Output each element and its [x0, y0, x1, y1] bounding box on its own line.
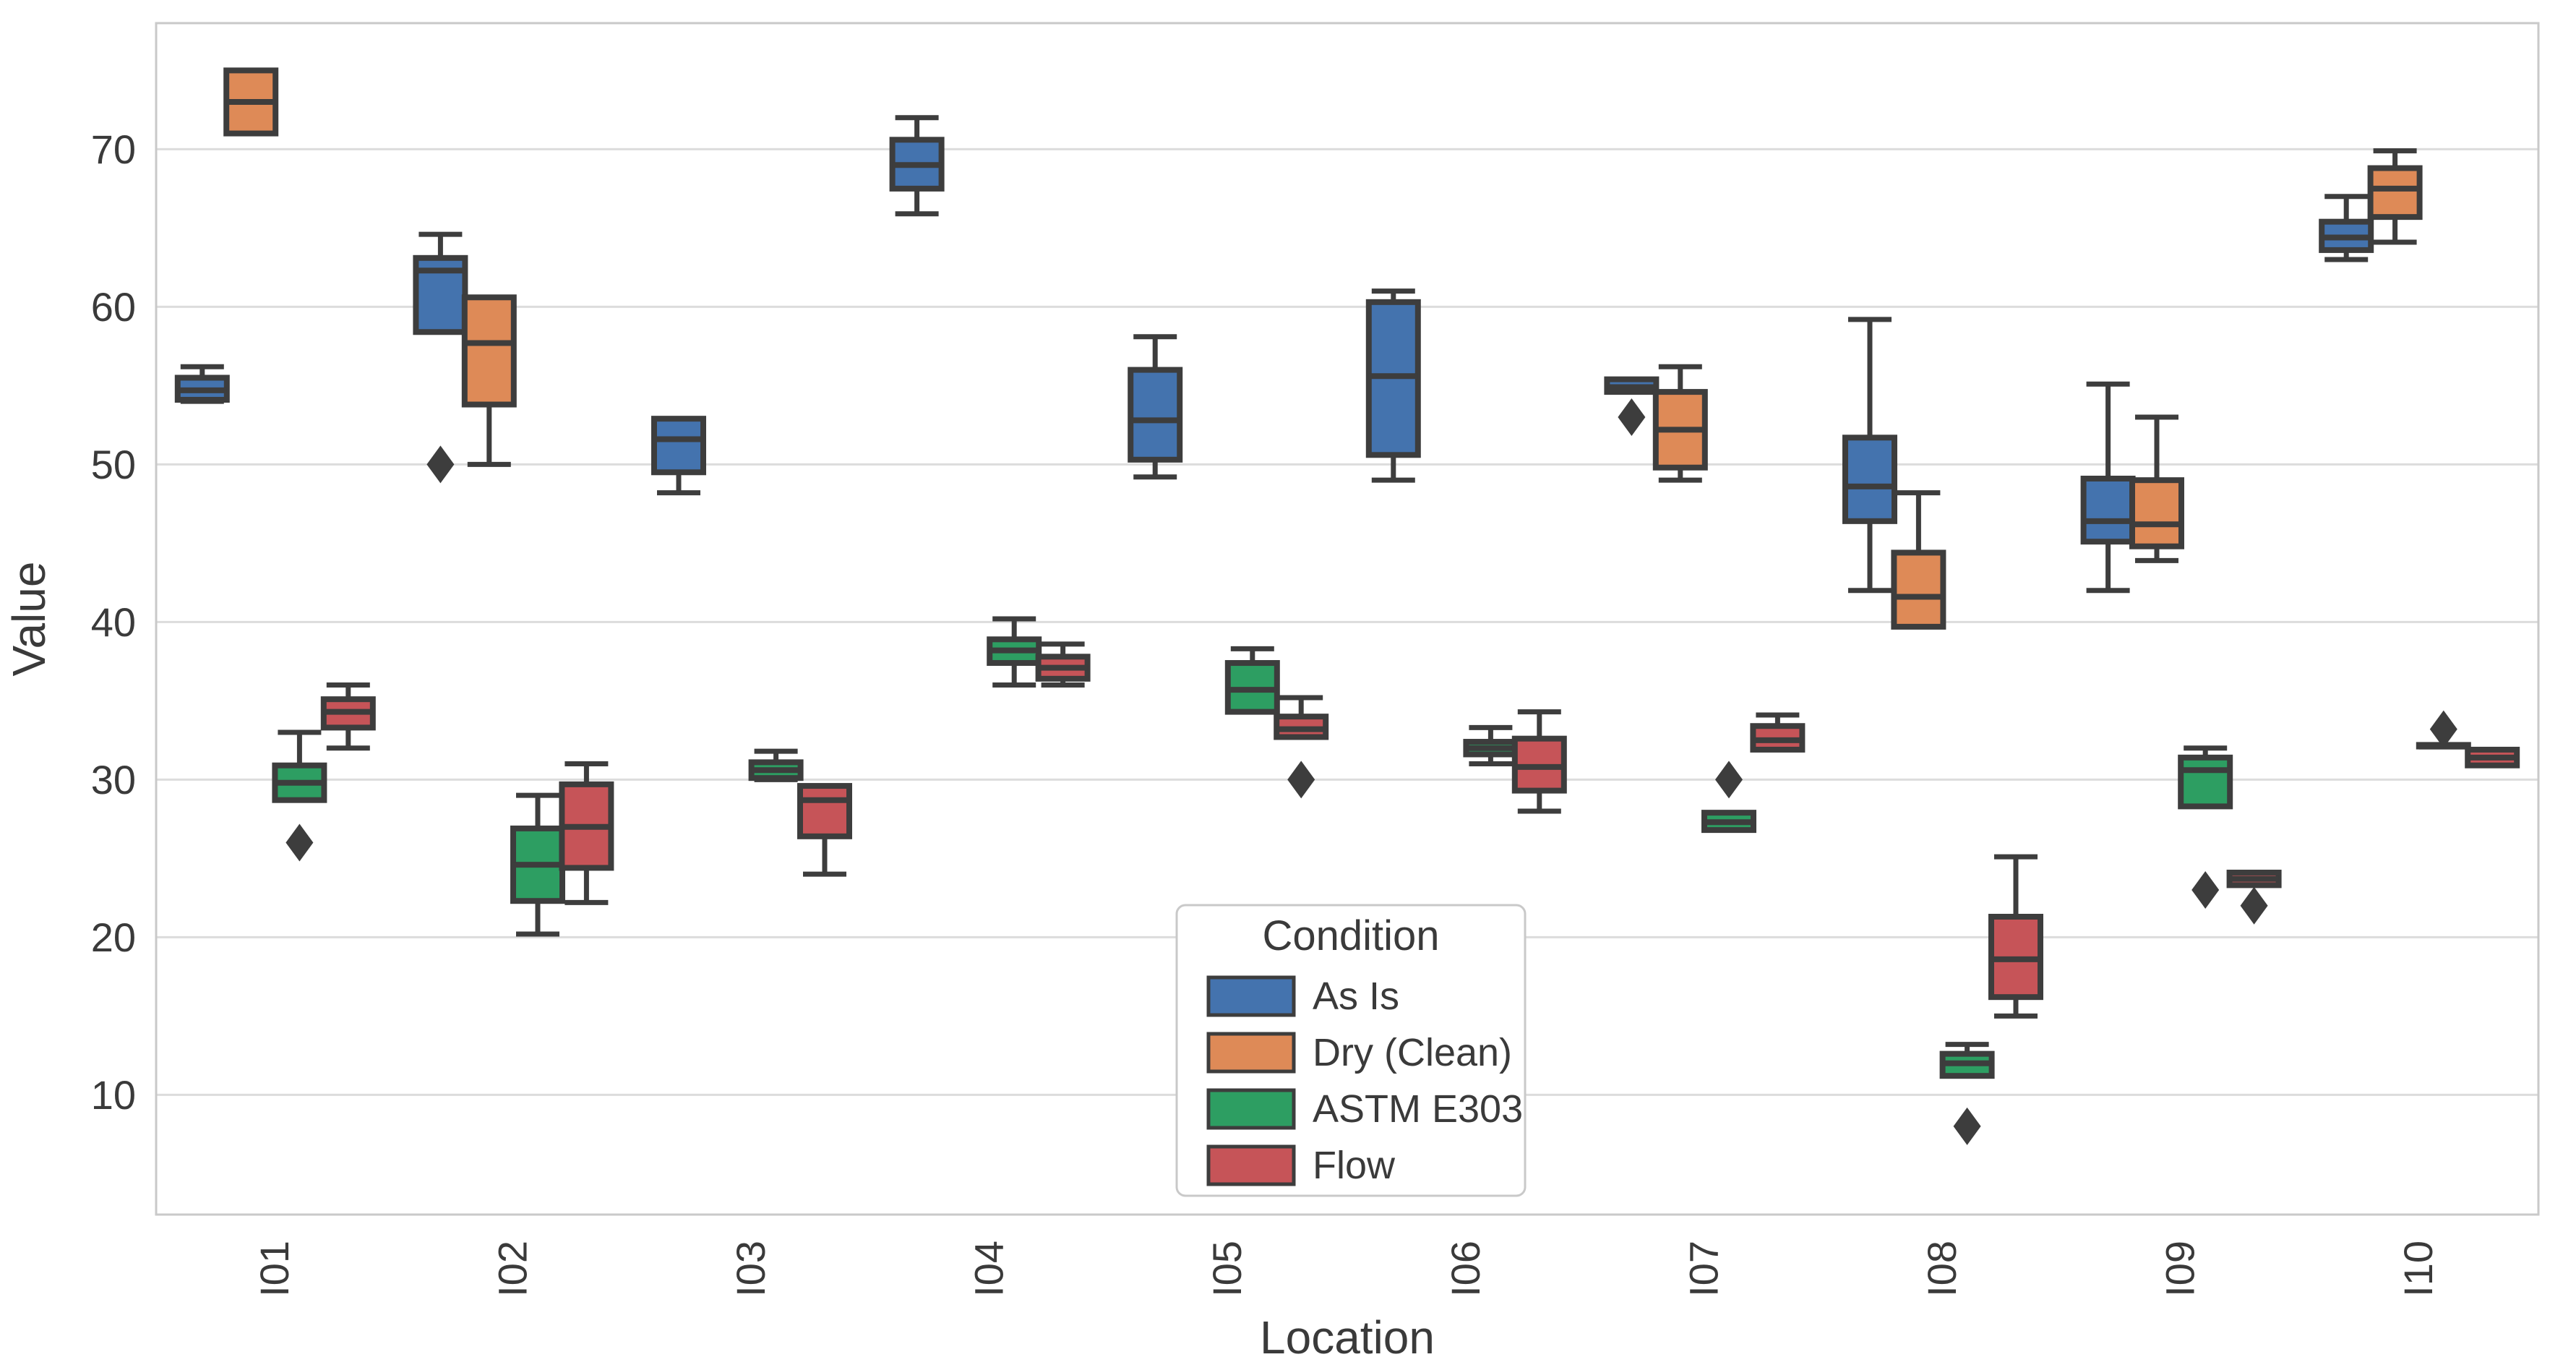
box-I02-as-is [413, 231, 468, 484]
box-I07-astm-e303 [1701, 761, 1756, 834]
legend-label-3: ASTM E303 [1313, 1087, 1523, 1131]
box-I04-flow [1035, 641, 1091, 688]
plot-border [155, 22, 2540, 1216]
outlier-diamond [2191, 870, 2220, 909]
box-I02-flow [559, 761, 614, 905]
x-tick-label-I08: I08 [1919, 1241, 1965, 1297]
iqr-box [797, 783, 852, 839]
x-tick-label-I06: I06 [1443, 1241, 1488, 1297]
iqr-box [2178, 754, 2233, 810]
outlier-diamond [1618, 398, 1646, 436]
outlier-diamond [2240, 886, 2268, 925]
legend-swatch-3 [1206, 1088, 1296, 1130]
iqr-box [1891, 549, 1946, 630]
series-astm-e303 [272, 616, 2471, 1145]
iqr-box [2129, 477, 2184, 549]
iqr-box [1842, 434, 1897, 524]
legend-label-4: Flow [1313, 1144, 1396, 1187]
x-tick-label-I01: I01 [252, 1241, 297, 1297]
box-I03-as-is [651, 416, 706, 496]
legend: Condition As Is Dry (Clean) ASTM E303 Flow [1175, 904, 1527, 1197]
box-I09-astm-e303 [2178, 745, 2233, 909]
series-flow [320, 641, 2520, 1019]
x-tick-label-I09: I09 [2158, 1241, 2203, 1297]
x-tick-label-I04: I04 [966, 1241, 1012, 1297]
outlier-diamond [285, 823, 314, 862]
y-tick-label-70: 70 [91, 127, 136, 172]
iqr-box [651, 416, 706, 476]
box-I06-flow [1511, 709, 1567, 814]
legend-swatch-2 [1206, 1032, 1296, 1074]
outlier-diamond [1287, 761, 1315, 799]
box-I10-astm-e303 [2416, 710, 2471, 750]
box-I06-as-is [1365, 288, 1421, 483]
outlier-diamond [2429, 710, 2457, 748]
box-I01-as-is [174, 364, 230, 404]
legend-label-1: As Is [1313, 975, 1399, 1018]
box-I10-as-is [2319, 194, 2374, 262]
box-I02-astm-e303 [510, 792, 565, 937]
box-I05-astm-e303 [1224, 646, 1280, 715]
x-tick-label-I05: I05 [1204, 1241, 1250, 1297]
box-I09-dry-clean- [2129, 414, 2184, 563]
box-I07-dry-clean- [1652, 364, 1708, 483]
series-as-is [174, 115, 2374, 594]
box-I09-as-is [2080, 381, 2136, 594]
outlier-diamond [426, 445, 455, 484]
box-I05-flow [1274, 695, 1329, 799]
y-tick-label-20: 20 [91, 915, 136, 960]
box-I08-dry-clean- [1891, 490, 1946, 630]
iqr-box [2367, 165, 2423, 221]
box-I10-flow [2465, 746, 2520, 769]
box-I01-dry-clean- [223, 67, 279, 137]
box-I08-astm-e303 [1939, 1042, 1995, 1145]
box-I08-as-is [1842, 317, 1897, 594]
box-I10-dry-clean- [2367, 148, 2423, 245]
outlier-diamond [1953, 1107, 1981, 1145]
x-axis-title: Location [1260, 1311, 1435, 1363]
box-I03-astm-e303 [748, 748, 804, 782]
legend-swatch-4 [1206, 1144, 1296, 1186]
y-tick-label-50: 50 [91, 442, 136, 487]
iqr-box [2080, 475, 2136, 545]
box-I04-astm-e303 [987, 616, 1042, 688]
box-I08-flow [1988, 854, 2043, 1019]
y-tick-label-10: 10 [91, 1072, 136, 1118]
series-dry-clean- [223, 67, 2423, 630]
iqr-box [461, 294, 517, 408]
iqr-box [1128, 367, 1183, 463]
x-tick-label-I02: I02 [489, 1241, 535, 1297]
y-tick-label-30: 30 [91, 757, 136, 802]
x-tick-label-I07: I07 [1680, 1241, 1726, 1297]
x-tick-label-I03: I03 [728, 1241, 773, 1297]
y-axis-title: Value [3, 562, 55, 677]
box-I05-as-is [1128, 334, 1183, 480]
box-I07-as-is [1604, 376, 1660, 436]
legend-title: Condition [1262, 912, 1439, 959]
outlier-diamond [1715, 761, 1743, 799]
x-tick-label-I10: I10 [2395, 1241, 2441, 1297]
legend-swatch-1 [1206, 975, 1296, 1017]
box-I03-flow [797, 783, 852, 877]
box-I01-flow [320, 682, 376, 751]
box-I07-flow [1750, 712, 1806, 753]
y-tick-label-40: 40 [91, 599, 136, 645]
box-I04-as-is [889, 115, 945, 217]
box-I02-dry-clean- [461, 294, 517, 467]
y-tick-label-60: 60 [91, 284, 136, 330]
legend-label-2: Dry (Clean) [1313, 1031, 1512, 1074]
box-I01-astm-e303 [272, 729, 327, 862]
box-I09-flow [2226, 869, 2282, 925]
